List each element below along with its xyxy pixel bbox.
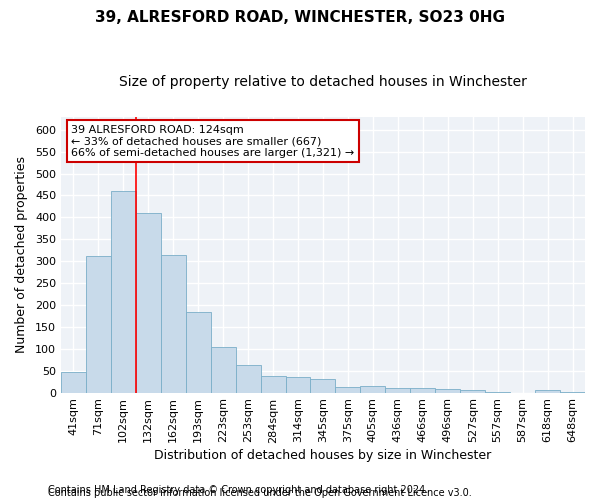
Bar — [385, 388, 410, 392]
X-axis label: Distribution of detached houses by size in Winchester: Distribution of detached houses by size … — [154, 450, 491, 462]
Bar — [186, 312, 211, 392]
Text: 39 ALRESFORD ROAD: 124sqm
← 33% of detached houses are smaller (667)
66% of semi: 39 ALRESFORD ROAD: 124sqm ← 33% of detac… — [71, 125, 355, 158]
Text: Contains public sector information licensed under the Open Government Licence v3: Contains public sector information licen… — [48, 488, 472, 498]
Bar — [410, 388, 435, 392]
Bar — [236, 365, 260, 392]
Bar — [335, 387, 361, 392]
Bar — [286, 377, 310, 392]
Text: Contains HM Land Registry data © Crown copyright and database right 2024.: Contains HM Land Registry data © Crown c… — [48, 485, 428, 495]
Bar — [161, 256, 186, 392]
Bar — [86, 256, 111, 392]
Bar — [361, 386, 385, 392]
Bar — [460, 390, 485, 392]
Bar — [136, 213, 161, 392]
Bar — [260, 376, 286, 392]
Bar — [535, 390, 560, 392]
Title: Size of property relative to detached houses in Winchester: Size of property relative to detached ho… — [119, 75, 527, 89]
Bar — [211, 347, 236, 393]
Text: 39, ALRESFORD ROAD, WINCHESTER, SO23 0HG: 39, ALRESFORD ROAD, WINCHESTER, SO23 0HG — [95, 10, 505, 25]
Bar — [310, 380, 335, 392]
Bar — [435, 389, 460, 392]
Bar — [61, 372, 86, 392]
Bar — [111, 191, 136, 392]
Y-axis label: Number of detached properties: Number of detached properties — [15, 156, 28, 353]
